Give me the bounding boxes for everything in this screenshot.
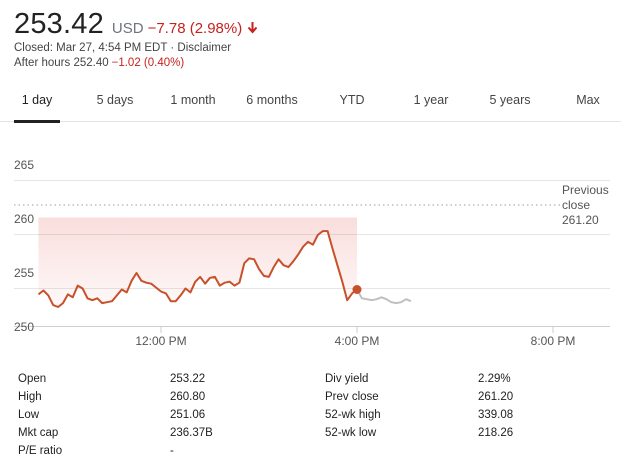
stat-row-mkt-cap: Mkt cap 236.37B xyxy=(18,424,298,442)
previous-close-label-1: Previous xyxy=(562,183,609,197)
after-hours-line-series xyxy=(356,289,412,305)
stat-value-pe-ratio: - xyxy=(170,445,174,457)
stat-value-open: 253.22 xyxy=(170,373,206,385)
price-area-fill xyxy=(38,217,357,307)
stat-key-52wk-low: 52-wk low xyxy=(325,427,377,439)
stat-row-low: Low 251.06 xyxy=(18,406,298,424)
stat-key-pe-ratio: P/E ratio xyxy=(18,445,63,457)
stat-value-52wk-low: 218.26 xyxy=(478,427,514,439)
tab-1-month[interactable]: 1 month xyxy=(170,93,216,107)
y-tick-265: 265 xyxy=(14,158,34,172)
tab-max[interactable]: Max xyxy=(576,93,600,107)
stat-value-div-yield: 2.29% xyxy=(478,373,511,385)
price-line-series xyxy=(37,230,358,308)
stat-row-high: High 260.80 xyxy=(18,388,298,406)
current-price-marker xyxy=(352,285,362,294)
y-tick-250: 250 xyxy=(14,320,34,334)
stat-value-low: 251.06 xyxy=(170,409,206,421)
stat-key-div-yield: Div yield xyxy=(325,373,369,385)
stat-row-div-yield: Div yield 2.29% xyxy=(325,370,605,388)
currency: USD xyxy=(111,20,144,37)
stat-row-52wk-low: 52-wk low 218.26 xyxy=(325,424,605,442)
closed-status: Closed: Mar 27, 4:54 PM EDT · Disclaimer xyxy=(14,42,232,54)
previous-close-value: 261.20 xyxy=(562,213,599,227)
price-line: 253.42 USD −7.78 (2.98%) xyxy=(14,8,258,41)
y-tick-260: 260 xyxy=(14,212,34,226)
stat-row-pe-ratio: P/E ratio - xyxy=(18,442,298,460)
stat-row-prev-close: Prev close 261.20 xyxy=(325,388,605,406)
quote-header: 253.42 USD −7.78 (2.98%) Closed: Mar 27,… xyxy=(14,8,258,71)
range-tabs: 1 day 5 days 1 month 6 months YTD 1 year… xyxy=(0,84,621,123)
stat-row-open: Open 253.22 xyxy=(18,370,298,388)
current-price: 253.42 xyxy=(14,8,104,40)
after-hours-change: −1.02 (0.40%) xyxy=(111,57,185,69)
stat-row-52wk-high: 52-wk high 339.08 xyxy=(325,406,605,424)
after-hours: After hours 252.40 −1.02 (0.40%) xyxy=(14,56,258,71)
tab-1-day[interactable]: 1 day xyxy=(14,84,60,123)
x-tick-8pm: 8:00 PM xyxy=(531,334,576,348)
stat-key-low: Low xyxy=(18,409,40,421)
down-arrow-icon xyxy=(247,22,258,34)
stat-key-open: Open xyxy=(18,373,47,385)
y-tick-255: 255 xyxy=(14,266,34,280)
stat-value-52wk-high: 339.08 xyxy=(478,409,514,421)
tab-6-months[interactable]: 6 months xyxy=(246,93,298,107)
stat-value-prev-close: 261.20 xyxy=(478,391,514,403)
price-change: −7.78 (2.98%) xyxy=(147,20,243,37)
tab-ytd[interactable]: YTD xyxy=(339,93,365,107)
stat-key-mkt-cap: Mkt cap xyxy=(18,427,59,439)
stat-key-prev-close: Prev close xyxy=(325,391,379,403)
price-chart[interactable]: 265 260 255 250 Previous close 261.20 12… xyxy=(0,123,621,353)
tab-1-year[interactable]: 1 year xyxy=(413,93,449,107)
x-tick-4pm: 4:00 PM xyxy=(335,334,380,348)
stat-value-mkt-cap: 236.37B xyxy=(170,427,213,439)
tab-5-days[interactable]: 5 days xyxy=(96,93,134,107)
x-tick-12pm: 12:00 PM xyxy=(135,334,186,348)
stat-value-high: 260.80 xyxy=(170,391,206,403)
stat-key-52wk-high: 52-wk high xyxy=(325,409,381,421)
stat-key-high: High xyxy=(18,391,42,403)
tab-5-years[interactable]: 5 years xyxy=(489,93,531,107)
after-hours-price: After hours 252.40 xyxy=(14,57,109,69)
x-ticks xyxy=(160,327,554,333)
previous-close-label-2: close xyxy=(562,198,590,212)
